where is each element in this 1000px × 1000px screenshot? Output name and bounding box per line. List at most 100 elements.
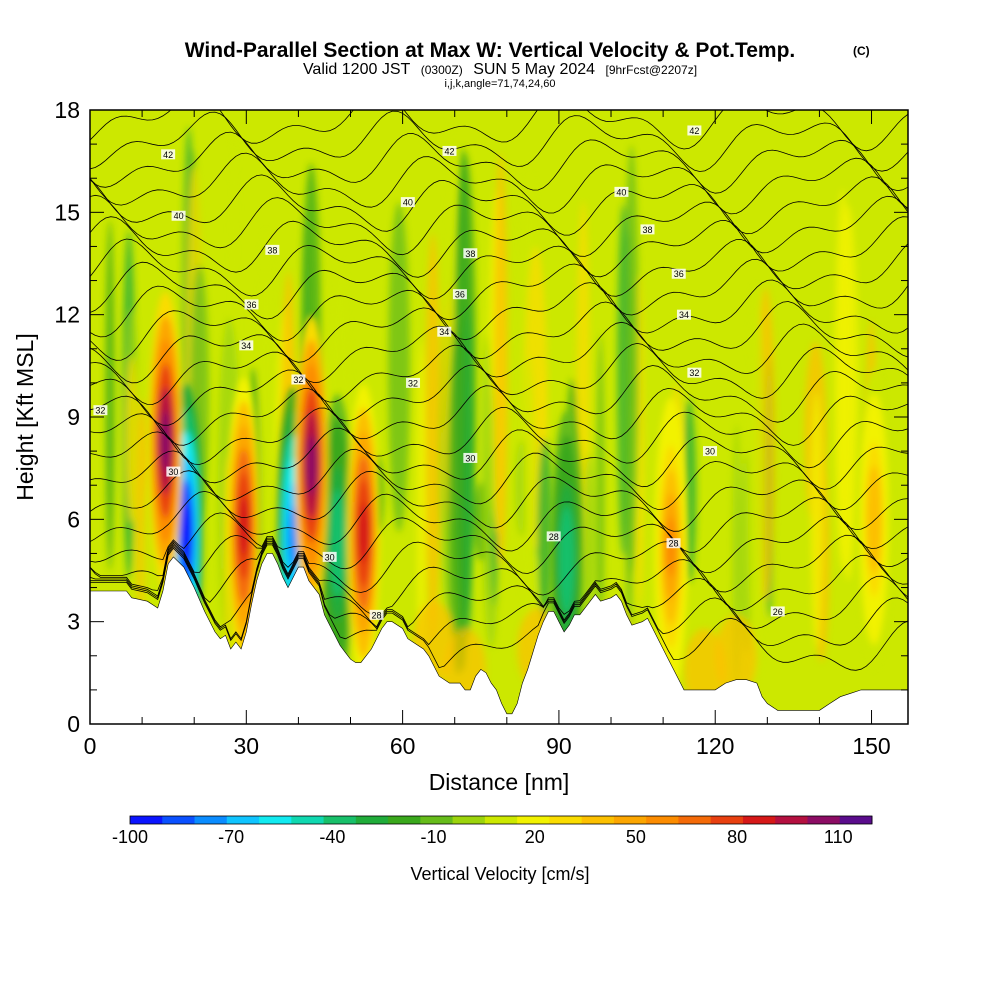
- colorbar-swatch: [452, 816, 486, 824]
- velocity-streak: [810, 392, 823, 649]
- isentrope-label: 42: [442, 145, 457, 156]
- isentrope-label: 38: [265, 244, 280, 255]
- grid-indices: i,j,k,angle=71,74,24,60: [444, 78, 555, 90]
- isentrope: [90, 512, 908, 574]
- valid-time-line: Valid 1200 JST (0300Z) SUN 5 May 2024 [9…: [303, 61, 697, 78]
- isentrope-label-text: 28: [372, 610, 382, 620]
- colorbar-swatch: [259, 816, 292, 824]
- isentrope-label-text: 42: [689, 126, 699, 136]
- updraft-core: [238, 496, 249, 557]
- updraft-core: [868, 489, 880, 550]
- isentrope-label-text: 28: [549, 532, 559, 542]
- colorbar-tick-label: -70: [218, 827, 244, 847]
- colorbar-frame: [129, 815, 873, 825]
- y-tick-label: 0: [67, 711, 80, 737]
- velocity-streak: [425, 233, 441, 642]
- velocity-streak: [537, 438, 554, 624]
- isentrope: [90, 542, 908, 647]
- colorbar-swatch: [291, 816, 325, 824]
- copyright-mark: (C): [853, 44, 870, 58]
- colorbar-tick-label: -10: [421, 827, 447, 847]
- isentrope-label: 38: [463, 248, 478, 259]
- isentrope: [90, 470, 908, 532]
- isentrope-label-text: 38: [465, 249, 475, 259]
- y-tick-label: 3: [67, 609, 80, 635]
- velocity-streak: [481, 334, 492, 603]
- y-tick-label: 15: [54, 199, 80, 225]
- velocity-streak: [105, 219, 115, 571]
- terrain-mask: [90, 553, 908, 724]
- colorbar-tick-label: 20: [525, 827, 545, 847]
- colorbar-tick-label: 50: [626, 827, 646, 847]
- y-tick-label: 9: [67, 404, 80, 430]
- isentrope-label-text: 36: [674, 269, 684, 279]
- isentrope-label: 30: [166, 466, 181, 477]
- x-tick-label: 150: [852, 733, 890, 759]
- colorbar-swatch: [678, 816, 712, 824]
- isentrope-label: 42: [687, 125, 702, 136]
- isentrope: [90, 539, 908, 616]
- colorbar-swatch: [323, 816, 357, 824]
- isentrope: [90, 301, 908, 363]
- isentrope-label: 42: [161, 149, 176, 160]
- x-tick-label: 90: [546, 733, 572, 759]
- colorbar-swatch: [226, 816, 260, 824]
- isentrope-label: 36: [244, 299, 259, 310]
- colorbar-tick-label: -100: [112, 827, 148, 847]
- x-axis: 0 30 60 90 120 150: [84, 110, 891, 759]
- isentrope-label-text: 30: [168, 467, 178, 477]
- velocity-streak: [493, 154, 508, 567]
- isentrope-label: 36: [452, 289, 467, 300]
- isentrope-label-text: 34: [439, 327, 449, 337]
- velocity-streak: [523, 355, 535, 651]
- isentrope-label: 28: [546, 531, 561, 542]
- colorbar: -100 -70 -40 -10 20 50 80 110: [112, 815, 873, 847]
- valid-date: SUN 5 May 2024: [473, 61, 595, 78]
- isentrope-label: 38: [640, 224, 655, 235]
- isentrope-label: 32: [406, 377, 421, 388]
- isentrope-lines: [90, 110, 908, 671]
- isentrope: [90, 258, 908, 321]
- updraft-core: [306, 434, 317, 495]
- isentrope-label-text: 32: [95, 406, 105, 416]
- x-tick-label: 60: [390, 733, 416, 759]
- isentrope-label-text: 38: [267, 245, 277, 255]
- isentrope-label-text: 36: [247, 300, 257, 310]
- isentrope-label-text: 36: [455, 290, 465, 300]
- colorbar-swatch: [775, 816, 808, 824]
- isentrope-label: 32: [291, 374, 306, 385]
- downdraft-core: [561, 530, 572, 591]
- downdraft-core: [287, 506, 299, 567]
- isentrope-label: 34: [437, 326, 452, 337]
- isentrope-label-text: 42: [444, 146, 454, 156]
- isentrope: [90, 131, 908, 194]
- colorbar-tick-label: 80: [727, 827, 747, 847]
- velocity-streak: [259, 227, 273, 565]
- colorbar-swatch: [613, 816, 647, 824]
- isentrope-label: 30: [703, 446, 718, 457]
- chart-title: Wind-Parallel Section at Max W: Vertical…: [185, 39, 796, 62]
- isentrope: [90, 385, 908, 446]
- x-tick-label: 0: [84, 733, 97, 759]
- x-tick-label: 120: [696, 733, 734, 759]
- isentrope: [90, 321, 908, 384]
- isentrope-label: 30: [463, 452, 478, 463]
- y-tick-label: 6: [67, 506, 80, 532]
- isentrope: [90, 194, 908, 257]
- isentrope-label-text: 32: [293, 375, 303, 385]
- x-axis-label: Distance [nm]: [429, 769, 570, 795]
- velocity-streak: [447, 319, 469, 676]
- isentrope: [90, 342, 908, 405]
- colorbar-swatch: [710, 816, 744, 824]
- isentrope: [90, 238, 908, 300]
- isentrope: [90, 406, 908, 469]
- isentrope-label: 40: [171, 210, 186, 221]
- isentrope: [90, 110, 908, 152]
- isentrope-label-text: 40: [616, 187, 626, 197]
- isentrope: [90, 110, 908, 172]
- isentrope-label: 30: [322, 551, 337, 562]
- isentrope: [90, 152, 908, 215]
- colorbar-swatch: [420, 816, 454, 824]
